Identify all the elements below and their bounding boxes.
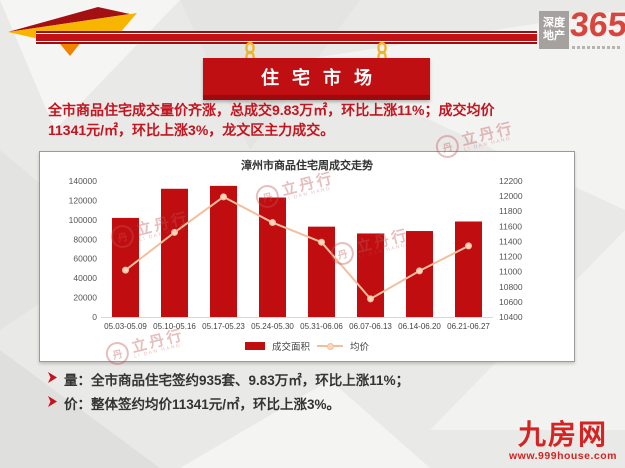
bullet-volume: 量：全市商品住宅签约935套、9.83万㎡，环比上涨11%； <box>48 369 409 389</box>
x-axis-label: 05.31-06.06 <box>300 322 343 331</box>
composite-chart: 0 20000 40000 60000 80000 100000 120000 140000 1… <box>69 176 523 331</box>
x-axis-label: 06.07-06.13 <box>349 322 392 331</box>
bar-06.07-06.13 <box>357 233 384 317</box>
right-axis-tick: 11800 <box>499 206 522 216</box>
right-axis-tick: 11000 <box>499 267 522 277</box>
right-axis-tick: 10600 <box>499 297 523 307</box>
bullet-price-text: 价：整体签约均价11341元/㎡，环比上涨3%。 <box>64 397 341 412</box>
right-axis-tick: 10800 <box>499 282 523 292</box>
right-axis-tick: 11200 <box>499 252 522 262</box>
brand-logo-tagline <box>572 46 620 49</box>
x-axis-label: 06.21-06.27 <box>447 322 490 331</box>
site-logo: 九房网 www.999house.com <box>509 419 617 463</box>
x-axis-label: 05.03-05.09 <box>104 322 147 331</box>
bullet-arrow-icon <box>48 372 57 383</box>
bullet-price: 价：整体签约均价11341元/㎡，环比上涨3%。 <box>48 393 340 413</box>
brand-logo-365: 365 <box>568 6 625 44</box>
brand-logo-line1: 深度 <box>543 17 565 29</box>
line-point-05.24-05.30 <box>269 219 276 227</box>
section-banner: 住宅市场 <box>203 58 430 100</box>
bar-05.24-05.30 <box>259 197 286 317</box>
chart-card: 漳州市商品住宅周成交走势 0 20000 40000 60000 80000 100000… <box>39 151 575 362</box>
right-axis-tick: 11400 <box>499 236 522 246</box>
bar-06.21-06.27 <box>455 221 482 317</box>
left-axis-tick: 40000 <box>73 273 97 283</box>
site-logo-name: 九房网 <box>518 419 609 450</box>
right-axis-tick: 10400 <box>499 312 523 322</box>
line-point-05.31-06.06 <box>318 238 325 246</box>
left-axis-tick: 60000 <box>73 254 97 264</box>
x-axis-label: 05.24-05.30 <box>251 322 294 331</box>
right-axis-tick: 12200 <box>499 176 523 186</box>
bar-05.10-05.16 <box>161 188 188 317</box>
left-axis-tick: 140000 <box>69 176 98 186</box>
brand-logo-line2: 地产 <box>543 30 565 42</box>
left-axis-tick: 80000 <box>73 234 97 244</box>
summary-line1: 全市商品住宅成交量价齐涨，总成交9.83万㎡，环比上涨11%；成交均价 <box>48 102 495 118</box>
line-point-05.03-05.09 <box>122 266 129 274</box>
bullet-volume-text: 量：全市商品住宅签约935套、9.83万㎡，环比上涨11%； <box>64 373 410 388</box>
chart-legend: 成交面积 均价 <box>40 339 574 353</box>
legend-bar-swatch-icon <box>244 342 265 350</box>
line-point-05.10-05.16 <box>171 228 178 236</box>
bar-05.17-05.23 <box>210 185 237 317</box>
brand-logo: 深度 地产 <box>539 11 569 49</box>
header-rule <box>36 31 537 44</box>
x-axis-label: 06.14-06.20 <box>398 322 441 331</box>
site-logo-url: www.999house.com <box>509 450 617 462</box>
x-axis-label: 05.17-05.23 <box>202 322 245 331</box>
left-axis-tick: 20000 <box>73 293 97 303</box>
right-axis-tick: 11600 <box>499 221 522 231</box>
legend-line-label: 均价 <box>350 342 370 353</box>
right-axis-tick: 12000 <box>499 191 523 201</box>
section-title: 住宅市场 <box>261 67 385 88</box>
line-point-06.07-06.13 <box>367 295 374 303</box>
summary-paragraph: 全市商品住宅成交量价齐涨，总成交9.83万㎡，环比上涨11%；成交均价 1134… <box>48 100 588 140</box>
bullet-arrow-icon <box>48 396 57 407</box>
left-axis-tick: 100000 <box>69 215 98 225</box>
x-axis-label: 05.10-05.16 <box>153 322 196 331</box>
left-axis-tick: 120000 <box>69 195 98 205</box>
chart-title: 漳州市商品住宅周成交走势 <box>241 160 373 172</box>
left-axis-tick: 0 <box>92 312 97 322</box>
line-point-06.21-06.27 <box>465 242 472 250</box>
legend-line-swatch-icon <box>317 342 343 350</box>
line-point-06.14-06.20 <box>416 267 423 275</box>
summary-line2: 11341元/㎡，环比上涨3%，龙文区主力成交。 <box>48 122 335 138</box>
avg-price-line <box>124 195 469 300</box>
line-point-05.17-05.23 <box>220 193 227 201</box>
legend-bar-label: 成交面积 <box>271 342 310 353</box>
